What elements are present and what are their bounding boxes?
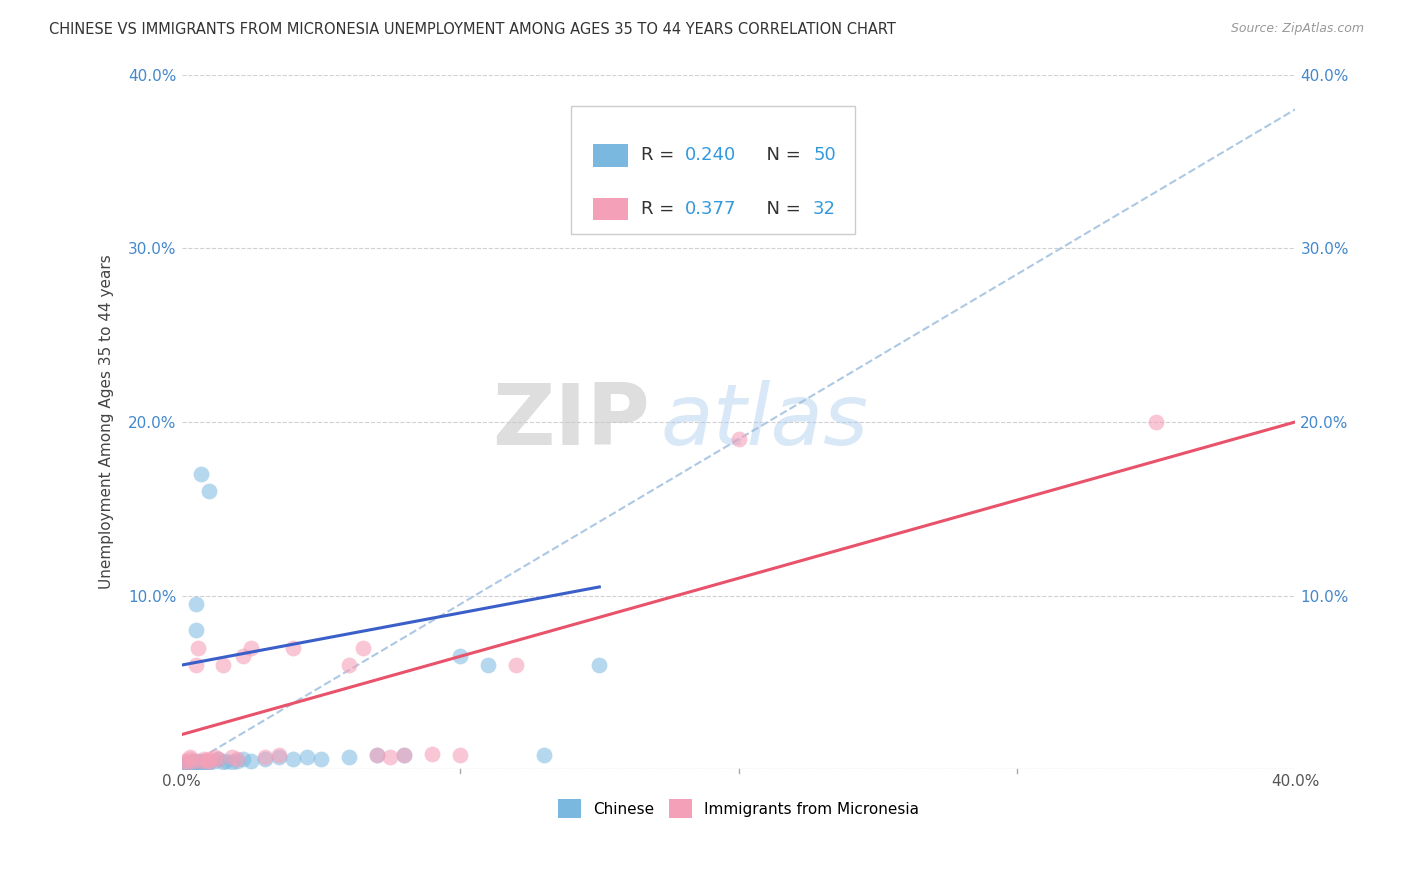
- Point: [477, 658, 499, 673]
- Point: [449, 649, 471, 664]
- Point: [179, 750, 201, 764]
- Text: R =: R =: [641, 200, 679, 218]
- Point: [394, 748, 416, 763]
- Point: [184, 757, 207, 772]
- Point: [240, 640, 263, 655]
- Point: [232, 649, 254, 664]
- Point: [173, 754, 195, 768]
- Point: [195, 757, 218, 772]
- Point: [176, 757, 198, 772]
- Point: [198, 756, 221, 770]
- Point: [380, 750, 402, 764]
- Point: [240, 754, 263, 768]
- Point: [198, 484, 221, 499]
- Point: [190, 757, 212, 772]
- Point: [184, 624, 207, 638]
- Point: [309, 752, 332, 766]
- FancyBboxPatch shape: [571, 106, 855, 235]
- FancyBboxPatch shape: [592, 145, 628, 167]
- Point: [179, 761, 201, 775]
- Point: [221, 750, 243, 764]
- Point: [193, 752, 215, 766]
- Point: [366, 748, 388, 763]
- Text: 0.240: 0.240: [685, 146, 737, 164]
- Point: [184, 756, 207, 770]
- Legend: Chinese, Immigrants from Micronesia: Chinese, Immigrants from Micronesia: [551, 793, 925, 824]
- Text: N =: N =: [755, 146, 807, 164]
- Point: [281, 752, 304, 766]
- Point: [173, 759, 195, 773]
- Point: [505, 658, 527, 673]
- Point: [337, 658, 360, 673]
- Point: [232, 752, 254, 766]
- Point: [176, 756, 198, 770]
- Point: [190, 467, 212, 481]
- Point: [207, 752, 229, 766]
- Point: [173, 757, 195, 772]
- Point: [366, 748, 388, 763]
- Point: [1144, 415, 1167, 429]
- Point: [727, 432, 749, 446]
- Point: [281, 640, 304, 655]
- Point: [179, 756, 201, 770]
- Point: [179, 752, 201, 766]
- Point: [267, 750, 290, 764]
- Point: [226, 752, 249, 766]
- Y-axis label: Unemployment Among Ages 35 to 44 years: Unemployment Among Ages 35 to 44 years: [100, 254, 114, 590]
- Point: [181, 757, 204, 772]
- Point: [187, 640, 209, 655]
- Point: [176, 759, 198, 773]
- Point: [204, 754, 226, 768]
- Point: [198, 754, 221, 768]
- Text: R =: R =: [641, 146, 679, 164]
- Point: [533, 748, 555, 763]
- Text: 32: 32: [813, 200, 837, 218]
- Point: [173, 761, 195, 775]
- Text: CHINESE VS IMMIGRANTS FROM MICRONESIA UNEMPLOYMENT AMONG AGES 35 TO 44 YEARS COR: CHINESE VS IMMIGRANTS FROM MICRONESIA UN…: [49, 22, 896, 37]
- Point: [394, 748, 416, 763]
- Point: [212, 658, 235, 673]
- Point: [193, 756, 215, 770]
- Point: [179, 757, 201, 772]
- Point: [184, 759, 207, 773]
- Point: [181, 754, 204, 768]
- Point: [352, 640, 374, 655]
- Point: [254, 752, 277, 766]
- Point: [267, 748, 290, 763]
- Point: [187, 754, 209, 768]
- Text: Source: ZipAtlas.com: Source: ZipAtlas.com: [1230, 22, 1364, 36]
- Point: [207, 752, 229, 766]
- Point: [221, 756, 243, 770]
- Point: [295, 750, 318, 764]
- Text: 0.377: 0.377: [685, 200, 737, 218]
- Point: [181, 754, 204, 768]
- Point: [181, 756, 204, 770]
- Point: [195, 754, 218, 768]
- Point: [190, 754, 212, 768]
- Point: [588, 658, 610, 673]
- Point: [226, 754, 249, 768]
- Point: [181, 759, 204, 773]
- Point: [187, 757, 209, 772]
- Point: [204, 750, 226, 764]
- Text: 50: 50: [813, 146, 837, 164]
- Text: N =: N =: [755, 200, 807, 218]
- Text: atlas: atlas: [661, 380, 869, 464]
- Point: [254, 750, 277, 764]
- Point: [187, 756, 209, 770]
- Point: [176, 756, 198, 770]
- Point: [337, 750, 360, 764]
- Point: [420, 747, 443, 761]
- Point: [215, 754, 238, 768]
- Point: [193, 754, 215, 768]
- Point: [212, 756, 235, 770]
- Point: [184, 658, 207, 673]
- Point: [176, 761, 198, 775]
- FancyBboxPatch shape: [592, 198, 628, 220]
- Text: ZIP: ZIP: [492, 380, 650, 464]
- Point: [449, 748, 471, 763]
- Point: [184, 597, 207, 611]
- Point: [198, 752, 221, 766]
- Point: [179, 759, 201, 773]
